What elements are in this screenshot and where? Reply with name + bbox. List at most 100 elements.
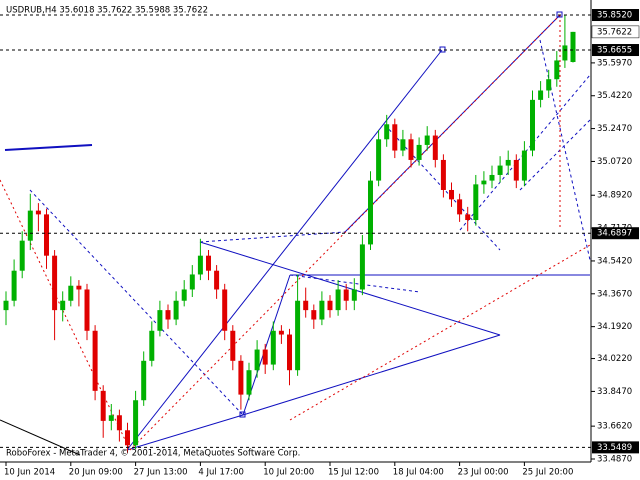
level-label-box (592, 44, 639, 57)
level-label-box (592, 227, 639, 240)
trend-line (242, 334, 501, 416)
y-tick-label: 34.0220 (597, 354, 632, 364)
candle-body (351, 289, 357, 301)
candle-body (246, 370, 252, 395)
x-tick-label: 27 Jun 13:00 (134, 468, 188, 478)
level-label-box (592, 9, 639, 22)
candle-body (392, 124, 398, 151)
candle-body (206, 255, 211, 271)
candle-body (497, 165, 503, 175)
y-tick-label: 35.2470 (597, 124, 632, 134)
candle-body (327, 300, 333, 311)
y-tick-label: 35.5970 (597, 58, 632, 68)
candle-body (521, 150, 527, 181)
candle-body (254, 349, 260, 371)
y-tick-label: 33.6620 (597, 422, 632, 432)
dashed-line (519, 119, 591, 191)
candle-body (149, 330, 155, 361)
candle-body (440, 159, 446, 190)
candle-body (230, 330, 236, 361)
candle-body (513, 159, 519, 181)
channel-line (129, 14, 561, 451)
candle-body (27, 210, 33, 241)
candle-body (44, 214, 49, 256)
candle-body (303, 300, 309, 311)
candle-body (424, 135, 430, 145)
candle-body (530, 99, 535, 151)
candle-body (214, 270, 220, 290)
level-label: 35.7622 (597, 27, 632, 37)
trend-line (0, 419, 81, 456)
candle-body (181, 289, 187, 301)
trend-line (126, 49, 443, 451)
candle-body (335, 289, 341, 311)
anchor (239, 411, 246, 418)
x-tick-label: 4 Jul 17:00 (198, 468, 244, 478)
candle-body (311, 310, 317, 320)
x-tick-label: 10 Jul 20:00 (263, 468, 314, 478)
x-tick-label: 20 Jun 09:00 (69, 468, 123, 478)
candle-body (141, 360, 147, 401)
candle-body (197, 255, 203, 275)
candle-body (287, 334, 292, 371)
candle-body (3, 300, 9, 311)
level-label: 33.5489 (597, 443, 632, 453)
level-label: 35.8520 (597, 11, 632, 21)
y-tick-label: 33.8470 (597, 387, 632, 397)
candle-body (84, 289, 90, 331)
trend-line (126, 414, 244, 451)
candle-body (157, 310, 163, 331)
candle-body (133, 400, 139, 446)
candle-body (319, 300, 325, 320)
y-tick-label: 34.8920 (597, 191, 632, 201)
level-label-box (592, 441, 639, 454)
x-tick-label: 15 Jul 12:00 (328, 468, 379, 478)
y-tick-label: 35.0720 (597, 157, 632, 167)
dashed-line (459, 74, 591, 231)
candle-body (376, 139, 382, 181)
y-tick-label: 35.4220 (597, 91, 632, 101)
candle-body (449, 189, 454, 200)
candle-body (416, 144, 422, 160)
candle-body (554, 60, 560, 80)
level-label: 34.6897 (597, 229, 632, 239)
candle-body (270, 330, 276, 365)
candle-body (76, 285, 82, 290)
candle-body (165, 310, 171, 320)
candle-body (92, 330, 98, 391)
dashed-line (289, 274, 421, 293)
candle-body (108, 415, 114, 421)
x-tick-label: 23 Jul 00:00 (458, 468, 509, 478)
candle-body (11, 270, 17, 301)
chart-title: USDRUB,H4 35.6018 35.7622 35.5988 35.762… (6, 6, 208, 16)
candle-body (359, 244, 365, 290)
trend-line (199, 241, 501, 336)
level-label-box (591, 25, 640, 39)
candle-body (52, 255, 58, 311)
candle-body (457, 199, 463, 215)
candle-body (546, 79, 552, 91)
candle-body (505, 159, 511, 166)
x-tick-label: 10 Jun 2014 (4, 468, 55, 478)
candle-body (538, 90, 544, 100)
candle-body (100, 390, 106, 421)
candle-body (343, 289, 349, 301)
candle-body (173, 300, 179, 320)
candle-body (68, 285, 74, 301)
trend-line (4, 144, 93, 151)
plot (3, 15, 576, 453)
x-tick-label: 18 Jul 04:00 (393, 468, 444, 478)
candle-body (295, 300, 301, 371)
candle-body (408, 139, 414, 160)
candle-body (489, 174, 495, 181)
candle-body (262, 349, 268, 365)
candle-body (562, 45, 568, 61)
candle-body (278, 330, 284, 335)
candle-body (368, 180, 373, 245)
candle-body (400, 139, 406, 151)
candle-body (60, 300, 66, 311)
candle-body (222, 289, 228, 331)
y-tick-label: 33.4870 (597, 454, 632, 464)
